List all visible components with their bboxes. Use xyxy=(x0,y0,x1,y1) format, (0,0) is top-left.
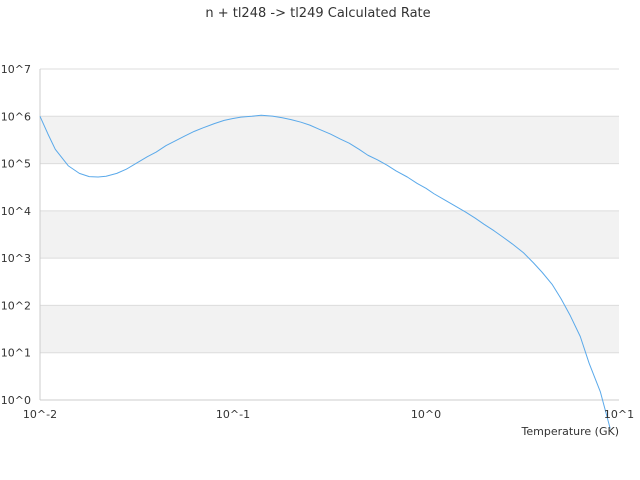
x-tick-label: 10^-1 xyxy=(216,408,250,421)
tick-labels: 10^010^110^210^310^410^510^610^710^-2 10^… xyxy=(1,63,634,421)
y-tick-label: 10^1 xyxy=(1,347,31,360)
x-tick-label: 10^-2 xyxy=(23,408,57,421)
y-tick-label: 10^5 xyxy=(1,158,31,171)
background-band xyxy=(40,305,619,353)
axes xyxy=(39,69,619,401)
x-tick-label: 10^0 xyxy=(411,408,441,421)
x-tick-label: 10^1 xyxy=(604,408,634,421)
chart-title: n + tl248 -> tl249 Calculated Rate xyxy=(205,6,430,21)
background-bands xyxy=(40,116,619,353)
series-group xyxy=(39,114,611,429)
background-band xyxy=(40,116,619,164)
x-axis-label: Temperature (GK) xyxy=(521,425,620,438)
y-tick-label: 10^6 xyxy=(1,110,31,123)
y-tick-label: 10^4 xyxy=(1,205,31,218)
y-tick-label: 10^2 xyxy=(1,299,31,312)
background-band xyxy=(40,210,619,259)
y-tick-label: 10^3 xyxy=(1,252,31,265)
series-line xyxy=(39,114,611,429)
y-tick-label: 10^0 xyxy=(1,394,31,407)
y-tick-label: 10^7 xyxy=(1,63,31,76)
